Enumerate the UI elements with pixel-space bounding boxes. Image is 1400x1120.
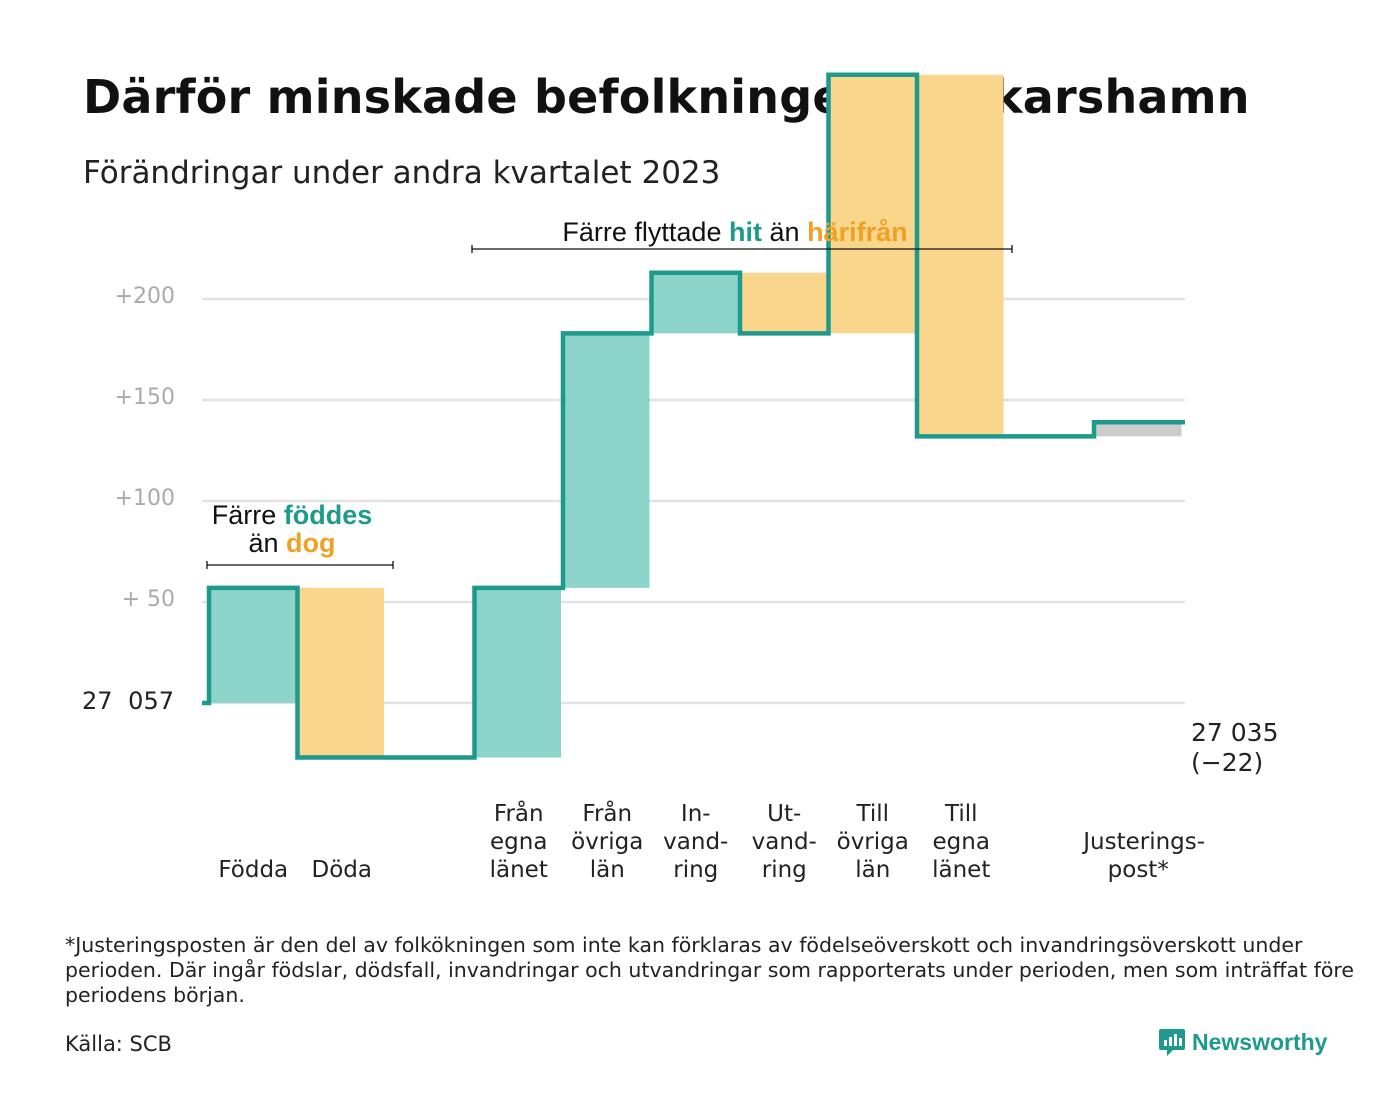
bar-increase bbox=[476, 587, 561, 758]
bar-increase bbox=[565, 333, 650, 588]
category-label: Från övriga län bbox=[571, 801, 644, 883]
category-label: Födda bbox=[218, 857, 289, 883]
category-label: Till övriga län bbox=[836, 801, 909, 883]
annotation-word: Färre bbox=[211, 500, 277, 530]
category-label: In- vand- ring bbox=[663, 801, 729, 883]
births-deaths-annotation: Färre föddes än dog bbox=[192, 501, 392, 557]
bar-increase bbox=[653, 272, 738, 334]
end-change-label: (−22) bbox=[1191, 748, 1264, 777]
annotation-highlight-here: hit bbox=[728, 217, 762, 247]
y-tick-label: + 50 bbox=[121, 587, 175, 612]
y-tick-label: +150 bbox=[114, 385, 175, 410]
category-label: Justerings- post* bbox=[1083, 829, 1206, 883]
births-bracket bbox=[206, 561, 394, 569]
category-label: Till egna länet bbox=[932, 801, 991, 883]
y-tick-label: +200 bbox=[114, 284, 175, 309]
chart-title: Därför minskade befolkningen i Oskarsham… bbox=[83, 70, 1250, 124]
category-label: Ut- vand- ring bbox=[751, 801, 817, 883]
category-label: Från egna länet bbox=[489, 801, 548, 883]
footnote: *Justeringsposten är den del av folkökni… bbox=[65, 933, 1354, 1007]
chart-subtitle: Förändringar under andra kvartalet 2023 bbox=[83, 155, 721, 191]
annotation-highlight-from-here: härifrån bbox=[807, 217, 908, 247]
bar-adjustment bbox=[1095, 422, 1182, 437]
cumulative-step-line bbox=[202, 72, 1185, 760]
source-label: Källa: SCB bbox=[65, 1032, 172, 1056]
category-label: Döda bbox=[311, 857, 372, 883]
annotation-word: än bbox=[769, 217, 800, 247]
annotation-highlight-births: föddes bbox=[283, 500, 373, 530]
annotation-word: än bbox=[248, 528, 279, 558]
brand-name: Newsworthy bbox=[1192, 1028, 1328, 1055]
y-tick-label: +100 bbox=[114, 486, 175, 511]
newsworthy-logo-icon bbox=[1159, 1029, 1185, 1056]
end-population-label: 27 035 bbox=[1191, 718, 1279, 747]
bar-decrease bbox=[919, 74, 1004, 437]
migration-bracket bbox=[471, 245, 1013, 253]
migration-annotation: Färre flyttade hit än härifrån bbox=[500, 218, 970, 246]
bar-decrease bbox=[742, 272, 827, 334]
waterfall-chart bbox=[202, 72, 1185, 760]
bar-decrease bbox=[299, 587, 384, 758]
bar-decrease bbox=[830, 74, 915, 334]
annotation-highlight-deaths: dog bbox=[286, 528, 336, 558]
bar-increase bbox=[211, 587, 296, 703]
annotation-word: Färre flyttade bbox=[562, 217, 722, 247]
brand-logo: Newsworthy bbox=[1158, 1027, 1327, 1057]
start-population-label: 27 057 bbox=[82, 687, 174, 715]
